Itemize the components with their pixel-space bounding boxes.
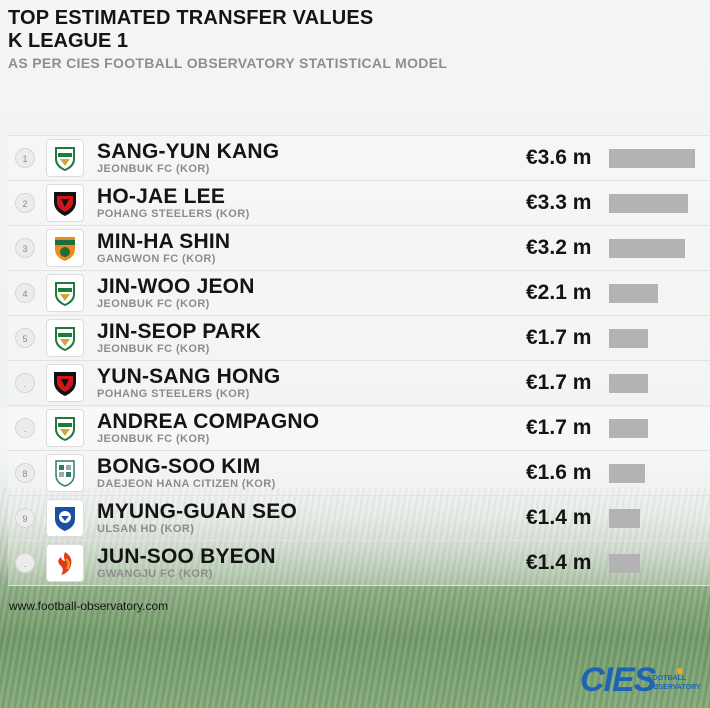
pohang-crest-icon bbox=[46, 184, 84, 222]
jeonbuk-crest-icon bbox=[46, 319, 84, 357]
value-bar bbox=[609, 329, 648, 348]
player-name: ANDREA COMPAGNO bbox=[97, 410, 320, 433]
gangwon-crest-icon bbox=[46, 229, 84, 267]
bar-track bbox=[609, 194, 699, 213]
value-label: €1.7 m bbox=[526, 371, 592, 394]
value-label: €3.6 m bbox=[526, 146, 592, 169]
ranking-row: . YUN-SANG HONG POHANG STEELERS (KOR) €1.7 … bbox=[8, 360, 710, 405]
bar-track bbox=[609, 149, 699, 168]
bar-track bbox=[609, 374, 699, 393]
bar-track bbox=[609, 509, 699, 528]
club-name: GWANGJU FC (KOR) bbox=[97, 568, 213, 580]
value-bar bbox=[609, 284, 658, 303]
value-bar bbox=[609, 464, 645, 483]
header: TOP ESTIMATED TRANSFER VALUES K LEAGUE 1… bbox=[8, 7, 447, 73]
value-bar bbox=[609, 194, 688, 213]
player-name: MYUNG-GUAN SEO bbox=[97, 500, 297, 523]
source-link[interactable]: www.football-observatory.com bbox=[9, 599, 169, 613]
club-name: JEONBUK FC (KOR) bbox=[97, 343, 210, 355]
rank-badge: 8 bbox=[15, 463, 35, 483]
rank-badge: 1 bbox=[15, 148, 35, 168]
bar-track bbox=[609, 239, 699, 258]
bar-track bbox=[609, 284, 699, 303]
value-bar bbox=[609, 554, 640, 573]
bar-track bbox=[609, 419, 699, 438]
club-name: ULSAN HD (KOR) bbox=[97, 523, 195, 535]
player-name: JIN-SEOP PARK bbox=[97, 320, 262, 343]
ranking-row: 3 MIN-HA SHIN GANGWON FC (KOR) €3.2 m bbox=[8, 225, 710, 270]
player-name: MIN-HA SHIN bbox=[97, 230, 231, 253]
bar-track bbox=[609, 464, 699, 483]
value-label: €1.7 m bbox=[526, 326, 592, 349]
chart-subtitle: AS PER CIES FOOTBALL OBSERVATORY STATIST… bbox=[8, 55, 448, 71]
value-label: €3.3 m bbox=[526, 191, 592, 214]
daejeon-crest-icon bbox=[46, 454, 84, 492]
ranking-row: 5 JIN-SEOP PARK JEONBUK FC (KOR) €1.7 m bbox=[8, 315, 710, 360]
value-bar bbox=[609, 239, 685, 258]
rank-badge: 9 bbox=[15, 508, 35, 528]
jeonbuk-crest-icon bbox=[46, 409, 84, 447]
rank-badge: . bbox=[15, 373, 35, 393]
ranking-row: 2 HO-JAE LEE POHANG STEELERS (KOR) €3.3 m bbox=[8, 180, 710, 225]
cies-logo-word: CIES bbox=[580, 661, 656, 699]
ranking-row: . ANDREA COMPAGNO JEONBUK FC (KOR) €1.7 m bbox=[8, 405, 710, 450]
chart-title: TOP ESTIMATED TRANSFER VALUES bbox=[8, 7, 374, 29]
player-name: HO-JAE LEE bbox=[97, 185, 226, 208]
league-title: K LEAGUE 1 bbox=[8, 30, 129, 52]
rank-badge: 3 bbox=[15, 238, 35, 258]
ranking-row: 9 MYUNG-GUAN SEO ULSAN HD (KOR) €1.4 m bbox=[8, 495, 710, 540]
player-name: SANG-YUN KANG bbox=[97, 140, 280, 163]
pohang-crest-icon bbox=[46, 364, 84, 402]
club-name: JEONBUK FC (KOR) bbox=[97, 298, 210, 310]
cies-logo-dot bbox=[677, 668, 683, 674]
ranking-row: 8 BONG-SOO KIM DAEJEON HANA CITIZEN (KOR) €… bbox=[8, 450, 710, 495]
cies-logo-sub-line2: OBSERVATORY bbox=[648, 684, 701, 691]
cies-logo-sub-line1: FOOTBALL bbox=[648, 675, 687, 682]
bar-track bbox=[609, 329, 699, 348]
club-name: POHANG STEELERS (KOR) bbox=[97, 388, 250, 400]
value-bar bbox=[609, 509, 640, 528]
value-label: €1.4 m bbox=[526, 506, 592, 529]
value-label: €1.4 m bbox=[526, 551, 592, 574]
club-name: JEONBUK FC (KOR) bbox=[97, 433, 210, 445]
player-name: YUN-SANG HONG bbox=[97, 365, 281, 388]
rank-badge: 5 bbox=[15, 328, 35, 348]
ulsan-crest-icon bbox=[46, 499, 84, 537]
value-label: €1.7 m bbox=[526, 416, 592, 439]
player-name: BONG-SOO KIM bbox=[97, 455, 261, 478]
value-bar bbox=[609, 149, 695, 168]
club-name: GANGWON FC (KOR) bbox=[97, 253, 216, 265]
value-label: €1.6 m bbox=[526, 461, 592, 484]
cies-logo-subtitle: FOOTBALL OBSERVATORY bbox=[648, 674, 701, 692]
ranking-row: 4 JIN-WOO JEON JEONBUK FC (KOR) €2.1 m bbox=[8, 270, 710, 315]
value-label: €2.1 m bbox=[526, 281, 592, 304]
rank-badge: 2 bbox=[15, 193, 35, 213]
value-bar bbox=[609, 419, 648, 438]
club-name: JEONBUK FC (KOR) bbox=[97, 163, 210, 175]
player-name: JUN-SOO BYEON bbox=[97, 545, 276, 568]
ranking-row: . JUN-SOO BYEON GWANGJU FC (KOR) €1.4 m bbox=[8, 540, 710, 586]
ranking-row: 1 SANG-YUN KANG JEONBUK FC (KOR) €3.6 m bbox=[8, 135, 710, 180]
player-name: JIN-WOO JEON bbox=[97, 275, 255, 298]
jeonbuk-crest-icon bbox=[46, 274, 84, 312]
value-label: €3.2 m bbox=[526, 236, 592, 259]
jeonbuk-crest-icon bbox=[46, 139, 84, 177]
rank-badge: 4 bbox=[15, 283, 35, 303]
value-bar bbox=[609, 374, 648, 393]
rank-badge: . bbox=[15, 418, 35, 438]
club-name: POHANG STEELERS (KOR) bbox=[97, 208, 250, 220]
bar-track bbox=[609, 554, 699, 573]
rank-badge: . bbox=[15, 553, 35, 573]
ranking-list: 1 SANG-YUN KANG JEONBUK FC (KOR) €3.6 m 2 HO-… bbox=[8, 135, 710, 586]
club-name: DAEJEON HANA CITIZEN (KOR) bbox=[97, 478, 276, 490]
gwangju-crest-icon bbox=[46, 544, 84, 582]
cies-logo: CIES FOOTBALL OBSERVATORY bbox=[580, 661, 702, 701]
